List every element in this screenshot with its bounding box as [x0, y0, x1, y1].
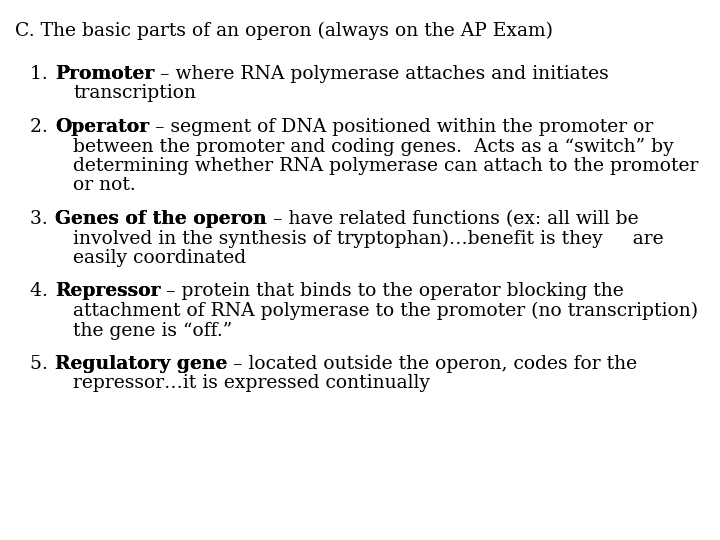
Text: Promoter: Promoter — [55, 65, 154, 83]
Text: transcription: transcription — [73, 84, 196, 103]
Text: – protein that binds to the operator blocking the: – protein that binds to the operator blo… — [161, 282, 624, 300]
Text: Genes of the operon: Genes of the operon — [55, 210, 266, 228]
Text: 3.: 3. — [30, 210, 54, 228]
Text: Repressor: Repressor — [55, 282, 161, 300]
Text: – located outside the operon, codes for the: – located outside the operon, codes for … — [228, 355, 637, 373]
Text: the gene is “off.”: the gene is “off.” — [73, 321, 233, 340]
Text: determining whether RNA polymerase can attach to the promoter: determining whether RNA polymerase can a… — [73, 157, 698, 175]
Text: or not.: or not. — [73, 177, 136, 194]
Text: Genes of the operon: Genes of the operon — [55, 210, 266, 228]
Text: – where RNA polymerase attaches and initiates: – where RNA polymerase attaches and init… — [154, 65, 609, 83]
Text: 2.: 2. — [30, 118, 54, 136]
Text: – segment of DNA positioned within the promoter or: – segment of DNA positioned within the p… — [149, 118, 653, 136]
Text: Regulatory gene: Regulatory gene — [55, 355, 228, 373]
Text: repressor…it is expressed continually: repressor…it is expressed continually — [73, 375, 430, 393]
Text: – have related functions (ex: all will be: – have related functions (ex: all will b… — [266, 210, 638, 228]
Text: attachment of RNA polymerase to the promoter (no transcription): attachment of RNA polymerase to the prom… — [73, 302, 698, 320]
Text: 1.: 1. — [30, 65, 54, 83]
Text: easily coordinated: easily coordinated — [73, 249, 246, 267]
Text: between the promoter and coding genes.  Acts as a “switch” by: between the promoter and coding genes. A… — [73, 138, 674, 156]
Text: 4.: 4. — [30, 282, 54, 300]
Text: Regulatory gene: Regulatory gene — [55, 355, 228, 373]
Text: 5.: 5. — [30, 355, 54, 373]
Text: Promoter: Promoter — [55, 65, 154, 83]
Text: Repressor: Repressor — [55, 282, 161, 300]
Text: Operator: Operator — [55, 118, 149, 136]
Text: C. The basic parts of an operon (always on the AP Exam): C. The basic parts of an operon (always … — [15, 22, 553, 40]
Text: Operator: Operator — [55, 118, 149, 136]
Text: involved in the synthesis of tryptophan)…benefit is they     are: involved in the synthesis of tryptophan)… — [73, 230, 664, 248]
